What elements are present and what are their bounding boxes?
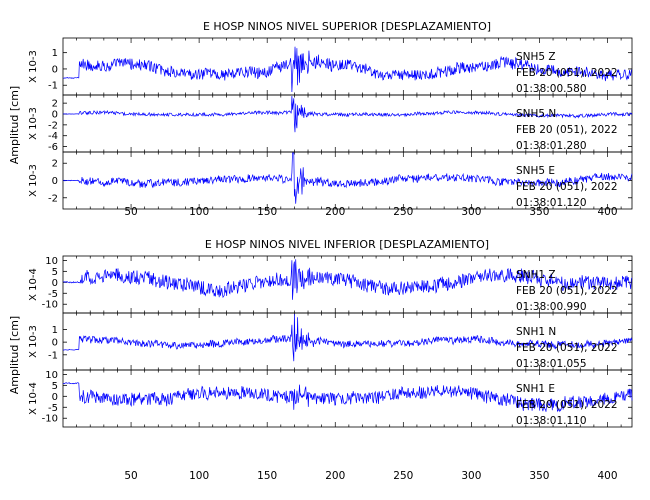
scale-label: X 10-3 — [28, 325, 39, 358]
chart-title-inferior: E HOSP NINOS NIVEL INFERIOR [DESPLAZAMIE… — [205, 238, 489, 251]
x-tick-label: 100 — [189, 206, 209, 218]
station-date: FEB 20 (051), 2022 — [516, 181, 618, 193]
y-axis-label-inferior: Amplitud [cm] — [8, 316, 21, 394]
y-tick-label: -1 — [48, 81, 58, 92]
scale-label: X 10-4 — [28, 268, 39, 301]
waveform-trace — [62, 46, 633, 93]
y-tick-label: -10 — [42, 300, 58, 311]
station-date: FEB 20 (051), 2022 — [516, 399, 618, 411]
waveform-trace — [62, 259, 633, 300]
station-name: SNH1 E — [516, 383, 555, 395]
chart-title-superior: E HOSP NINOS NIVEL SUPERIOR [DESPLAZAMIE… — [203, 20, 491, 33]
x-tick-label: 200 — [325, 206, 345, 218]
x-tick-label: 250 — [393, 470, 413, 482]
station-date: FEB 20 (051), 2022 — [516, 342, 618, 354]
y-tick-label: -6 — [48, 142, 58, 153]
station-time: 01:38:01.110 — [516, 415, 587, 427]
station-name: SNH5 Z — [516, 51, 556, 63]
x-tick-label: 250 — [393, 206, 413, 218]
x-tick-label: 150 — [257, 206, 277, 218]
y-tick-label: 5 — [52, 381, 58, 392]
scale-label: X 10-3 — [28, 164, 39, 197]
waveform-trace — [62, 152, 633, 204]
station-name: SNH5 E — [516, 165, 555, 177]
y-tick-label: 0 — [52, 278, 58, 289]
station-date: FEB 20 (051), 2022 — [516, 124, 618, 136]
waveform-trace — [62, 95, 633, 133]
y-tick-label: 0 — [52, 392, 58, 403]
station-time: 01:38:01.055 — [516, 358, 587, 370]
y-tick-label: 0 — [52, 64, 58, 75]
station-time: 01:38:00.580 — [516, 83, 587, 95]
chart-group-0: -1 0 1 X 10-3 SNH5 Z FEB 20 (051), 2022 01:38:… — [28, 37, 633, 218]
y-tick-label: -5 — [48, 289, 58, 300]
station-name: SNH1 N — [516, 326, 556, 338]
station-time: 01:38:00.990 — [516, 301, 587, 313]
y-tick-label: -4 — [48, 131, 58, 142]
y-tick-label: -2 — [48, 193, 58, 204]
y-tick-label: 0 — [52, 110, 58, 121]
y-axis-label-superior: Amplitud [cm] — [8, 86, 21, 164]
scale-label: X 10-4 — [28, 382, 39, 415]
station-name: SNH1 Z — [516, 269, 556, 281]
station-date: FEB 20 (051), 2022 — [516, 285, 618, 297]
station-time: 01:38:01.280 — [516, 140, 587, 152]
x-tick-label: 400 — [597, 470, 617, 482]
y-tick-label: 1 — [52, 48, 58, 59]
y-tick-label: 1 — [52, 325, 58, 336]
x-tick-label: 350 — [529, 470, 549, 482]
x-tick-label: 400 — [597, 206, 617, 218]
waveform-trace — [62, 313, 633, 362]
y-tick-label: -5 — [48, 403, 58, 414]
y-tick-label: 10 — [45, 256, 58, 267]
x-tick-label: 50 — [124, 206, 137, 218]
y-tick-label: -10 — [42, 414, 58, 425]
y-tick-label: 2 — [52, 159, 58, 170]
scale-label: X 10-3 — [28, 107, 39, 140]
x-tick-label: 300 — [461, 206, 481, 218]
station-name: SNH5 N — [516, 108, 556, 120]
scale-label: X 10-3 — [28, 50, 39, 83]
station-time: 01:38:01.120 — [516, 197, 587, 209]
x-tick-label: 300 — [461, 470, 481, 482]
y-tick-label: 0 — [52, 338, 58, 349]
x-tick-label: 50 — [124, 470, 137, 482]
waveform-trace — [62, 382, 633, 413]
y-tick-label: 2 — [52, 99, 58, 110]
y-tick-label: 10 — [45, 370, 58, 381]
y-tick-label: -2 — [48, 120, 58, 131]
y-tick-label: 0 — [52, 176, 58, 187]
x-tick-label: 100 — [189, 470, 209, 482]
y-tick-label: -1 — [48, 350, 58, 361]
station-date: FEB 20 (051), 2022 — [516, 67, 618, 79]
x-tick-label: 350 — [529, 206, 549, 218]
y-tick-label: 5 — [52, 267, 58, 278]
x-tick-label: 150 — [257, 470, 277, 482]
x-tick-label: 200 — [325, 470, 345, 482]
